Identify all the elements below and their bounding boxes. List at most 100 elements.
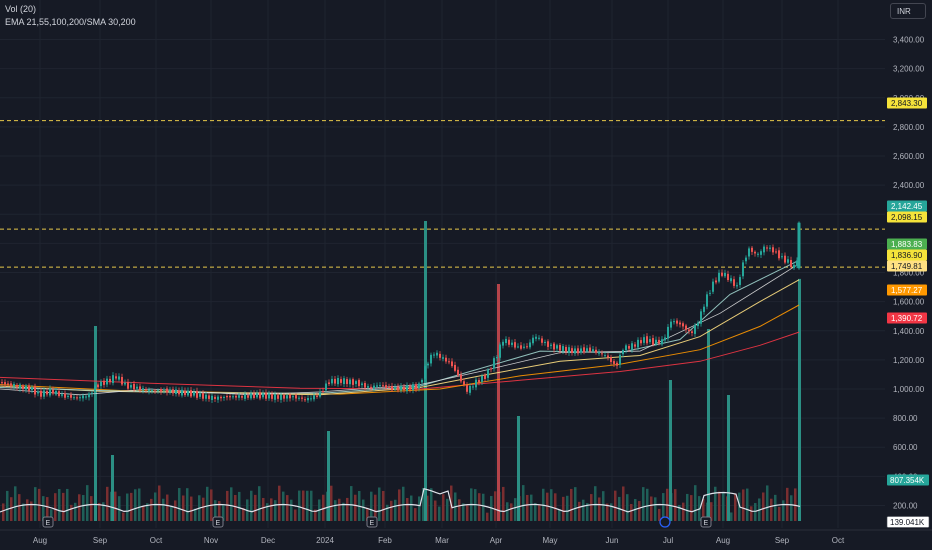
candle-body: [451, 361, 453, 367]
candle-body: [583, 347, 585, 353]
candle-body: [439, 353, 441, 358]
candle-body: [688, 329, 690, 332]
candle-body: [598, 352, 600, 354]
volume-bar: [658, 508, 661, 521]
candle-body: [400, 385, 402, 391]
candle-body: [109, 378, 111, 383]
candle-body: [181, 389, 183, 396]
price-tick-label: 3,400.00: [893, 36, 925, 45]
price-label-tag: [887, 249, 927, 261]
candle-body: [604, 355, 606, 357]
candle-body: [733, 279, 735, 286]
candle-body: [76, 397, 78, 399]
volume-legend[interactable]: Vol (20): [5, 4, 37, 14]
volume-bar: [62, 492, 65, 521]
candle-body: [292, 396, 294, 398]
volume-bar: [106, 486, 109, 521]
volume-bar: [314, 509, 317, 521]
price-label-text: 1,577.27: [891, 286, 923, 295]
candle-body: [745, 257, 747, 262]
candle-body: [217, 396, 219, 400]
volume-average-line: [0, 487, 801, 513]
volume-bar: [790, 495, 793, 521]
candle-body: [133, 383, 135, 390]
price-label-tag: [887, 211, 927, 223]
price-tick-label: 3,200.00: [893, 65, 925, 74]
volume-bar: [582, 499, 585, 521]
candle-body: [145, 389, 147, 391]
candle-body: [313, 395, 315, 400]
candle-body: [649, 339, 651, 343]
candle-body: [403, 386, 405, 391]
candle-body: [556, 345, 558, 349]
candle-body: [754, 251, 756, 254]
currency-button[interactable]: INR: [890, 3, 926, 19]
price-tick-label: 1,200.00: [893, 356, 925, 365]
time-tick-label: 2024: [316, 536, 334, 545]
volume-bar: [122, 512, 125, 521]
volume-bar: [66, 488, 69, 521]
candle-body: [646, 336, 648, 344]
candle-body: [787, 259, 789, 263]
price-label-text: 1,390.72: [891, 314, 923, 323]
volume-bar: [642, 487, 645, 521]
volume-bar: [374, 494, 377, 521]
volume-bar: [458, 499, 461, 521]
candle-body: [334, 378, 336, 384]
candle-body: [169, 389, 171, 392]
earnings-marker-label: E: [370, 520, 375, 527]
candle-body: [502, 341, 504, 346]
candle-body: [283, 395, 285, 399]
candle-body: [157, 389, 159, 391]
volume-label-text: 807.354K: [890, 476, 925, 485]
candle-body: [559, 344, 561, 351]
candle-body: [121, 377, 123, 385]
candle-body: [238, 395, 240, 398]
price-label-text: 1,749.81: [891, 262, 923, 271]
volume-bar: [546, 492, 549, 521]
candle-body: [514, 342, 516, 348]
volume-bar: [182, 495, 185, 521]
price-tick-label: 2,600.00: [893, 152, 925, 161]
candle-body: [118, 376, 120, 380]
candle-body: [190, 390, 192, 397]
volume-bar: [46, 497, 49, 521]
candle-body: [769, 247, 771, 249]
dividend-marker: [659, 516, 671, 528]
candle-body: [97, 384, 99, 388]
price-label-tag: [887, 238, 927, 250]
candle-body: [337, 378, 339, 385]
volume-bar: [478, 493, 481, 521]
volume-bar: [682, 502, 685, 521]
volume-bar: [102, 502, 105, 521]
candle-body: [505, 338, 507, 343]
candle-body: [163, 389, 165, 391]
volume-label-tag: [887, 474, 929, 486]
candle-body: [460, 374, 462, 382]
volume-spike-bar: [497, 284, 500, 521]
candle-body: [301, 397, 303, 399]
candle-body: [226, 395, 228, 398]
candle-body: [298, 397, 300, 399]
volume-bar: [2, 503, 5, 521]
volume-bar: [294, 509, 297, 521]
candle-body: [625, 345, 627, 351]
volume-bar: [510, 503, 513, 521]
volume-bar: [558, 509, 561, 521]
volume-bar: [754, 503, 757, 521]
volume-bar: [234, 494, 237, 521]
candle-body: [361, 383, 363, 386]
candle-body: [658, 339, 660, 344]
candle-body: [43, 390, 45, 397]
candle-body: [763, 246, 765, 253]
candle-body: [529, 342, 531, 348]
moving-average-legend[interactable]: EMA 21,55,100,200/SMA 30,200: [5, 17, 136, 27]
volume-bar: [170, 506, 173, 521]
volume-bar: [534, 502, 537, 521]
candle-body: [442, 357, 444, 359]
volume-bar: [30, 501, 33, 521]
candle-body: [595, 349, 597, 353]
candle-body: [100, 381, 102, 387]
volume-bar: [730, 512, 733, 521]
